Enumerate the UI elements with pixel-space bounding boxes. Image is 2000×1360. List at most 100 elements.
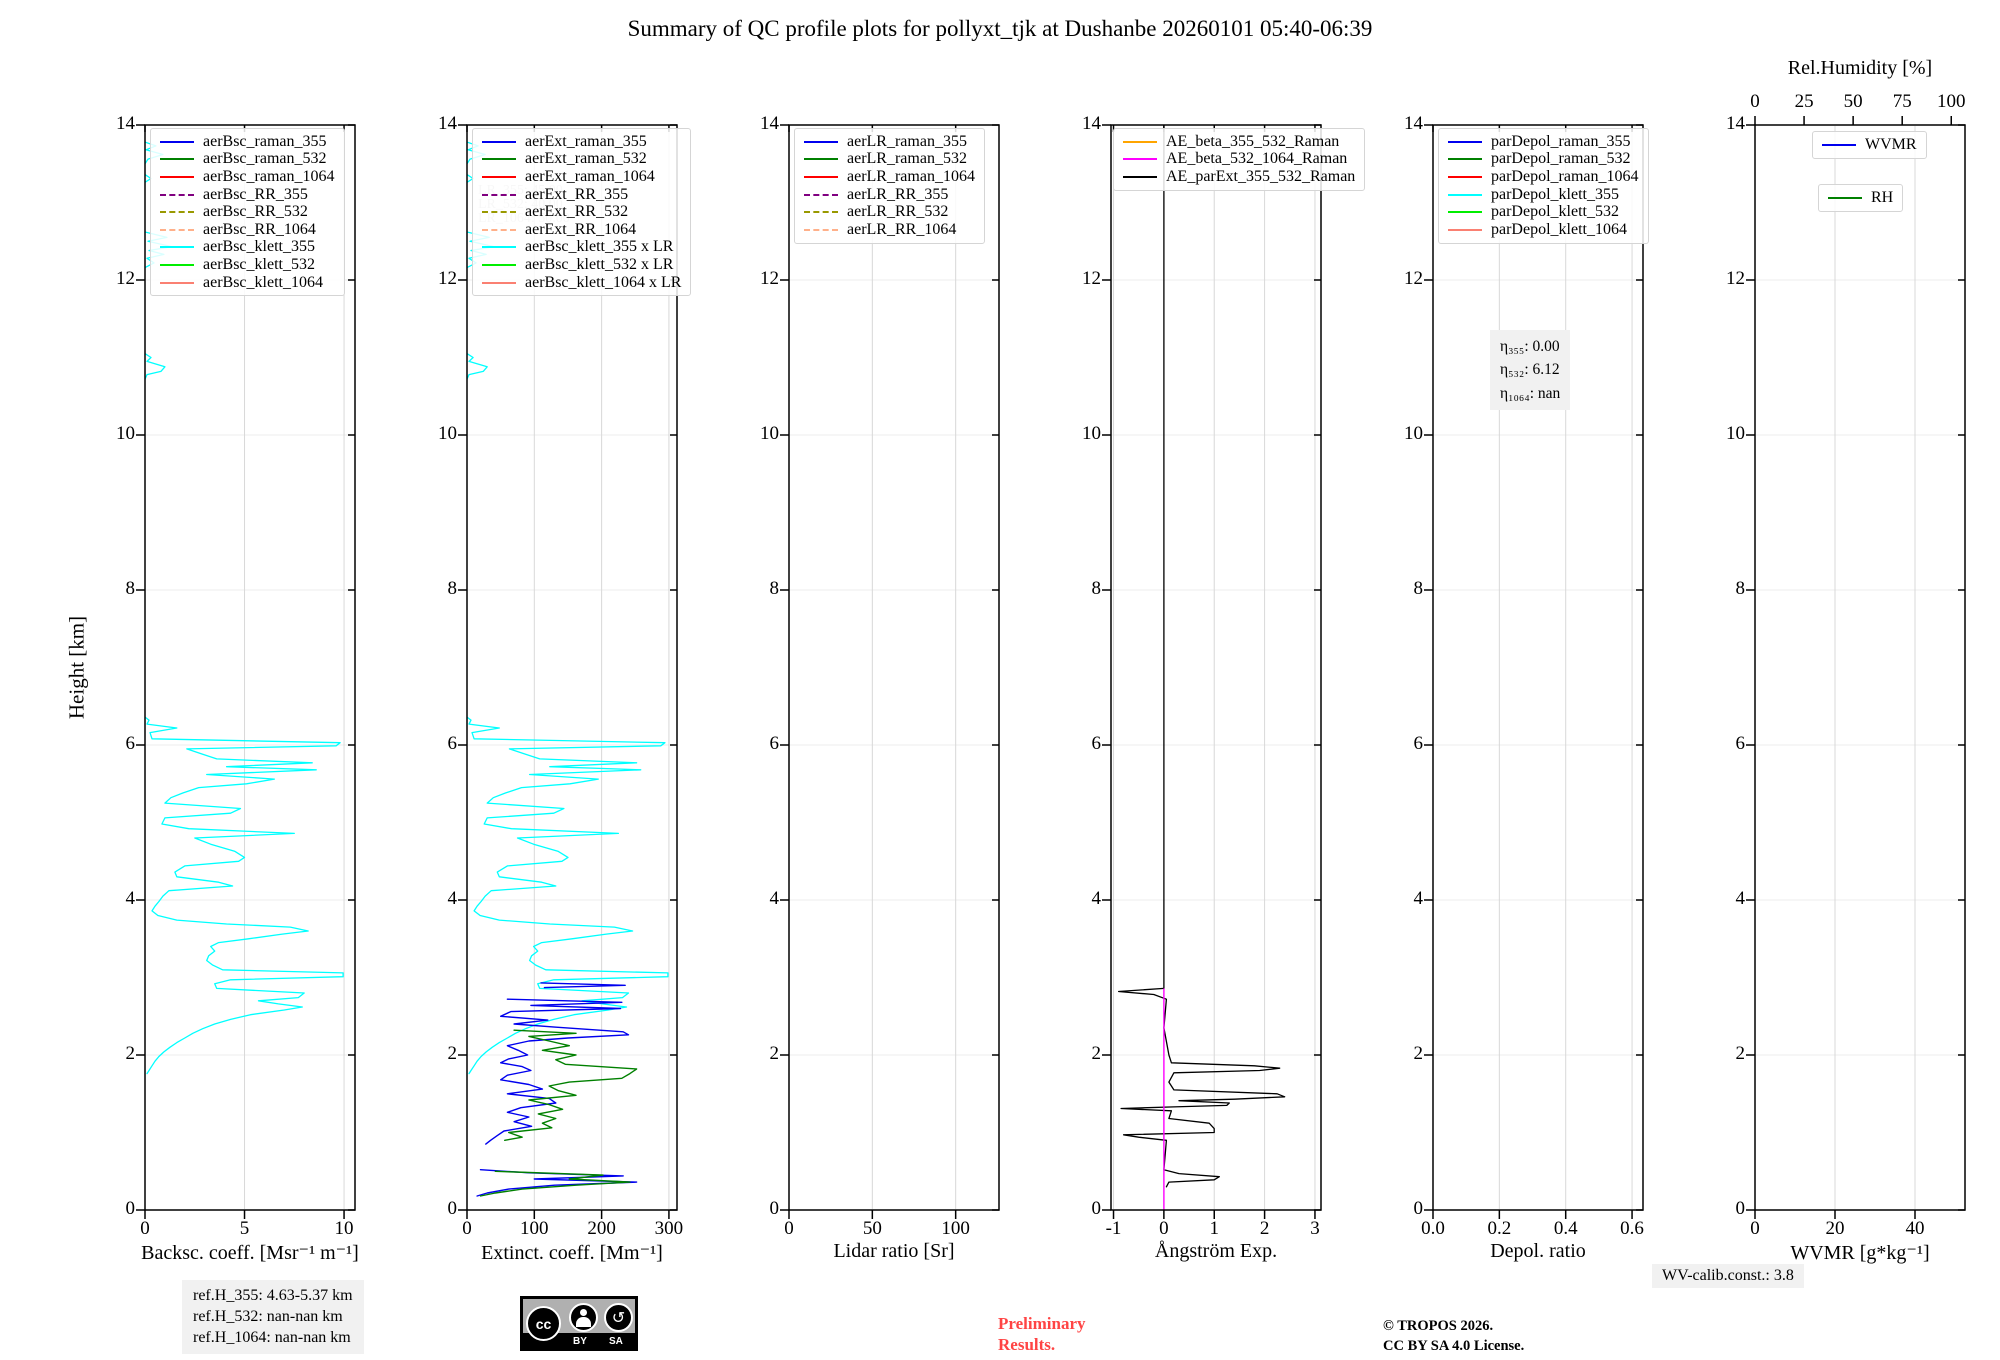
legend-lidar-ratio-sample-line — [804, 140, 838, 143]
legend-backscatter-item: aerBsc_raman_532 — [160, 150, 335, 169]
legend-rh-sample-line — [1828, 196, 1862, 199]
legend-angstroem: AE_beta_355_532_Raman AE_beta_532_1064_Ra… — [1113, 128, 1366, 191]
legend-lidar-ratio-item: aerLR_raman_532 — [804, 150, 975, 169]
legend-backscatter-label: aerBsc_RR_355 — [203, 185, 308, 203]
y-tick-label: 2 — [125, 1043, 136, 1064]
legend-angstroem-sample-line — [1123, 158, 1157, 161]
legend-backscatter-sample-line — [160, 211, 194, 214]
legend-backscatter-item: aerBsc_klett_1064 — [160, 274, 335, 292]
y-tick-label: 14 — [438, 113, 457, 134]
x-tick-label: 100 — [520, 1218, 549, 1239]
eta-annotation-box: η₃₅₅: 0.00 η₅₃₂: 6.12 η₁₀₆₄: nan — [1490, 330, 1571, 410]
eta-annotation-line: η₃₅₅: 0.00 — [1500, 338, 1560, 355]
legend-wvmr: WVMR — [1812, 131, 1927, 159]
legend-angstroem-sample-line — [1123, 175, 1157, 178]
legend-lidar-ratio-item: aerLR_raman_1064 — [804, 168, 975, 186]
legend-extinction-label: aerExt_RR_532 — [525, 203, 629, 221]
x-tick-label: 0 — [462, 1218, 472, 1239]
legend-angstroem-item: AE_beta_355_532_Raman — [1123, 133, 1355, 151]
legend-depol-ratio-item: parDepol_klett_1064 — [1448, 221, 1639, 239]
legend-extinction-item: aerBsc_klett_532 x LR — [482, 256, 681, 274]
legend-extinction-label: aerExt_RR_355 — [525, 185, 629, 203]
legend-angstroem-label: AE_beta_355_532_Raman — [1166, 132, 1340, 150]
legend-depol-ratio: parDepol_raman_355 parDepol_raman_532 parD… — [1438, 128, 1649, 244]
legend-backscatter-label: aerBsc_raman_355 — [203, 132, 327, 150]
legend-angstroem-item: AE_parExt_355_532_Raman — [1123, 168, 1355, 186]
axis-label-backscatter: Backsc. coeff. [Msr⁻¹ m⁻¹] — [141, 1242, 359, 1264]
legend-angstroem-sample-line — [1123, 140, 1157, 143]
legend-extinction-label: aerBsc_klett_1064 x LR — [525, 273, 682, 291]
legend-backscatter-label: aerBsc_RR_1064 — [203, 220, 316, 238]
legend-depol-ratio-sample-line — [1448, 158, 1482, 161]
ref-h-532: ref.H_532: nan-nan km — [193, 1307, 343, 1325]
legend-lidar-ratio-item: aerLR_RR_532 — [804, 203, 975, 221]
y-tick-label: 6 — [769, 733, 780, 754]
legend-backscatter-item: aerBsc_raman_1064 — [160, 168, 335, 186]
legend-extinction-item: aerBsc_klett_1064 x LR — [482, 274, 681, 292]
x-tick-label: 50 — [862, 1218, 882, 1239]
axis-label-angstroem: Ångström Exp. — [1154, 1240, 1278, 1262]
x-tick-label: 0.2 — [1487, 1218, 1512, 1239]
legend-extinction-item: aerExt_RR_1064 — [482, 221, 681, 239]
x-tick-label: 0 — [784, 1218, 794, 1239]
y-tick-label: 2 — [769, 1043, 780, 1064]
y-tick-label: 8 — [1413, 578, 1424, 599]
ref-h-355: ref.H_355: 4.63-5.37 km — [193, 1287, 353, 1304]
legend-backscatter-item: aerBsc_RR_355 — [160, 186, 335, 204]
legend-backscatter-sample-line — [160, 140, 194, 143]
y-tick-label: 0 — [125, 1198, 136, 1219]
x-tick-label: 0.0 — [1421, 1218, 1445, 1239]
y-tick-label: 4 — [125, 888, 136, 909]
legend-extinction-label: aerBsc_klett_532 x LR — [525, 255, 674, 273]
y-tick-label: 12 — [1082, 268, 1101, 289]
copyright-line1: © TROPOS 2026. — [1383, 1318, 1494, 1334]
y-tick-label: 14 — [1726, 113, 1745, 134]
legend-depol-ratio-label: parDepol_klett_532 — [1491, 203, 1619, 221]
legend-extinction-label: aerExt_raman_1064 — [525, 167, 655, 185]
legend-backscatter: aerBsc_raman_355 aerBsc_raman_532 aerBsc_r… — [150, 128, 345, 297]
rh-tick-label: 25 — [1794, 91, 1814, 112]
y-tick-label: 0 — [1091, 1198, 1102, 1219]
legend-backscatter-sample-line — [160, 158, 194, 161]
preliminary-results-note: Preliminary Results. — [998, 1313, 1086, 1356]
y-tick-label: 2 — [447, 1043, 458, 1064]
legend-extinction-label: aerExt_raman_532 — [525, 150, 647, 168]
cc-by-label: BY — [573, 1336, 587, 1347]
legend-depol-ratio-item: parDepol_raman_532 — [1448, 150, 1639, 169]
y-tick-label: 2 — [1091, 1043, 1102, 1064]
legend-angstroem-label: AE_parExt_355_532_Raman — [1166, 167, 1356, 185]
x-tick-label: 300 — [654, 1218, 684, 1239]
y-tick-label: 4 — [1413, 888, 1424, 909]
legend-lidar-ratio-item: aerLR_raman_355 — [804, 133, 975, 151]
legend-lidar-ratio-label: aerLR_raman_1064 — [847, 167, 975, 185]
x-tick-label: -1 — [1105, 1218, 1122, 1239]
y-tick-label: 4 — [1091, 888, 1102, 909]
eta-annotation-line: η₁₀₆₄: nan — [1500, 384, 1561, 402]
x-tick-label: 0.6 — [1620, 1218, 1644, 1239]
legend-lidar-ratio-sample-line — [804, 228, 838, 231]
y-tick-label: 6 — [1735, 733, 1746, 754]
legend-lidar-ratio-sample-line — [804, 175, 838, 178]
attribution-person-icon — [569, 1303, 598, 1332]
y-tick-label: 4 — [447, 888, 458, 909]
legend-backscatter-label: aerBsc_klett_1064 — [203, 273, 323, 291]
legend-lidar-ratio-label: aerLR_RR_355 — [847, 185, 949, 203]
legend-backscatter-sample-line — [160, 263, 194, 266]
legend-extinction-label: aerExt_RR_1064 — [525, 220, 637, 238]
copyright-note: © TROPOS 2026. CC BY SA 4.0 License. — [1383, 1316, 1524, 1357]
legend-extinction-sample-line — [482, 246, 516, 249]
legend-extinction-sample-line — [482, 228, 516, 231]
legend-extinction-item: aerExt_RR_355 — [482, 186, 681, 204]
legend-lidar-ratio-label: aerLR_raman_355 — [847, 132, 967, 150]
legend-extinction-sample-line — [482, 140, 516, 143]
x-tick-label: 0.4 — [1553, 1218, 1578, 1239]
cc-license-badge: BY SA cc ↺ — [520, 1296, 638, 1351]
share-alike-icon: ↺ — [604, 1303, 633, 1332]
cc-icon-text: cc — [535, 1315, 552, 1332]
y-tick-label: 12 — [116, 268, 135, 289]
x-tick-label: 0 — [1750, 1218, 1760, 1239]
cc-sa-label: SA — [609, 1336, 623, 1347]
legend-extinction: aerExt_raman_355 aerExt_raman_532 aerExt_r… — [472, 128, 692, 297]
legend-backscatter-item: aerBsc_raman_355 — [160, 133, 335, 151]
x-tick-label: 5 — [239, 1218, 250, 1239]
